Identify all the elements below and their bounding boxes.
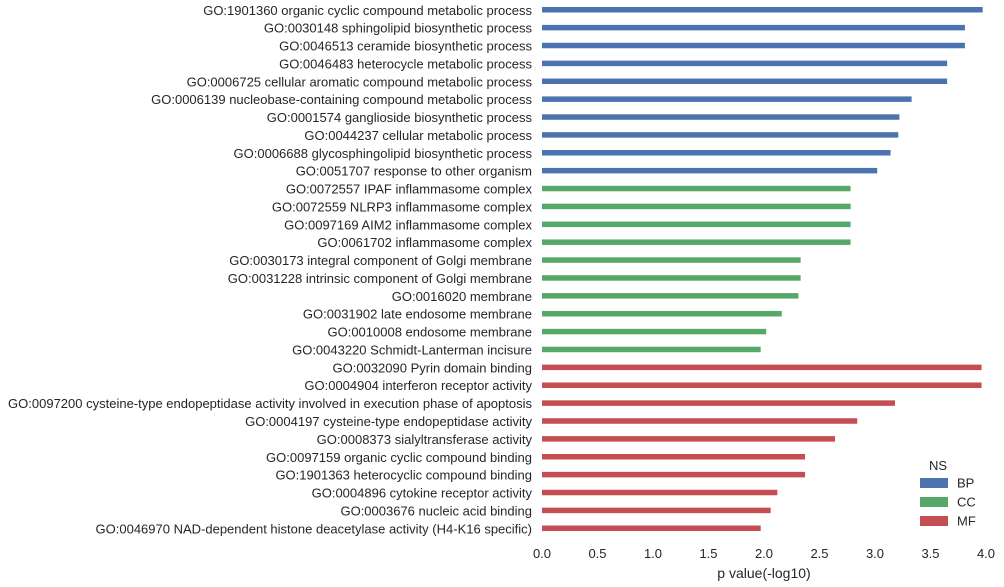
category-label: GO:0097200 cysteine-type endopeptidase a… [8,396,532,411]
x-tick-label: 3.5 [921,546,939,561]
category-labels: GO:1901360 organic cyclic compound metab… [8,3,532,537]
bar-cc [542,185,851,192]
bar-cc [542,310,782,317]
category-label: GO:0051707 response to other organism [296,164,532,179]
bar-cc [542,293,799,299]
legend-title: NS [929,458,947,473]
bar-bp [542,132,899,138]
category-label: GO:0097159 organic cyclic compound bindi… [266,450,532,465]
legend-label-mf: MF [957,514,976,529]
category-label: GO:0046513 ceramide biosynthetic process [279,39,532,54]
legend-label-cc: CC [957,495,976,510]
bar-mf [542,525,761,532]
legend: NS BP CC MF [920,458,976,529]
bar-cc [542,257,801,263]
bar-bp [542,60,948,67]
x-tick-label: 0.5 [588,546,606,561]
category-label: GO:0044237 cellular metabolic process [304,128,532,143]
x-tick-label: 1.5 [699,546,717,561]
bar-bp [542,150,891,156]
category-label: GO:0031228 intrinsic component of Golgi … [228,271,532,286]
bar-cc [542,239,851,245]
bar-cc [542,221,851,228]
bar-mf [542,489,778,496]
bar-bp [542,114,900,120]
bar-mf [542,507,771,514]
bar-mf [542,364,982,371]
category-label: GO:0008373 sialyltransferase activity [317,432,533,447]
bar-mf [542,454,806,460]
category-label: GO:0072559 NLRP3 inflammasome complex [272,199,533,214]
category-label: GO:0043220 Schmidt-Lanterman incisure [292,342,532,357]
category-label: GO:0016020 membrane [392,289,532,304]
bar-mf [542,400,895,406]
bar-bp [542,96,912,102]
category-label: GO:1901363 heterocyclic compound binding [275,468,532,483]
x-tick-label: 2.5 [810,546,828,561]
bar-bp [542,7,983,13]
category-label: GO:0004904 interferon receptor activity [304,378,532,393]
bar-bp [542,167,878,174]
bar-bp [542,42,965,49]
bar-bp [542,78,948,85]
legend-entries: BP CC MF [920,476,976,529]
bar-cc [542,203,851,210]
bars-group [542,7,983,532]
x-tick-label: 2.0 [755,546,773,561]
x-tick-label: 4.0 [977,546,995,561]
category-label: GO:0006139 nucleobase-containing compoun… [151,92,532,107]
category-label: GO:0030173 integral component of Golgi m… [229,253,532,268]
x-tick-label: 0.0 [533,546,551,561]
x-axis-label: p value(-log10) [717,565,810,581]
legend-swatch-bp [920,478,948,488]
category-label: GO:0001574 ganglioside biosynthetic proc… [267,110,533,125]
category-label: GO:0004896 cytokine receptor activity [312,486,533,501]
category-label: GO:0031902 late endosome membrane [303,307,532,322]
category-label: GO:0097169 AIM2 inflammasome complex [284,217,532,232]
bar-mf [542,382,982,388]
bar-mf [542,436,836,442]
category-label: GO:0046483 heterocycle metabolic process [279,56,532,71]
category-label: GO:0061702 inflammasome complex [317,235,532,250]
category-label: GO:0032090 Pyrin domain binding [333,360,532,375]
category-label: GO:0046970 NAD-dependent histone deacety… [96,521,532,536]
category-label: GO:0006688 glycosphingolipid biosyntheti… [234,146,533,161]
bar-bp [542,24,965,31]
x-tick-labels: 0.0 0.5 1.0 1.5 2.0 2.5 3.0 3.5 4.0 [533,546,995,561]
legend-label-bp: BP [957,476,974,491]
bar-mf [542,471,806,478]
x-tick-label: 1.0 [644,546,662,561]
category-label: GO:1901360 organic cyclic compound metab… [203,3,532,18]
category-label: GO:0072557 IPAF inflammasome complex [286,182,533,197]
bar-mf [542,418,858,424]
category-label: GO:0004197 cysteine-type endopeptidase a… [245,414,532,429]
bar-cc [542,328,767,335]
category-label: GO:0010008 endosome membrane [327,325,532,340]
legend-swatch-cc [920,497,948,507]
legend-swatch-mf [920,516,948,526]
bar-cc [542,346,761,353]
category-label: GO:0006725 cellular aromatic compound me… [187,74,533,89]
category-label: GO:0003676 nucleic acid binding [340,503,532,518]
bar-cc [542,275,801,281]
x-tick-label: 3.0 [866,546,884,561]
category-label: GO:0030148 sphingolipid biosynthetic pro… [264,21,533,36]
